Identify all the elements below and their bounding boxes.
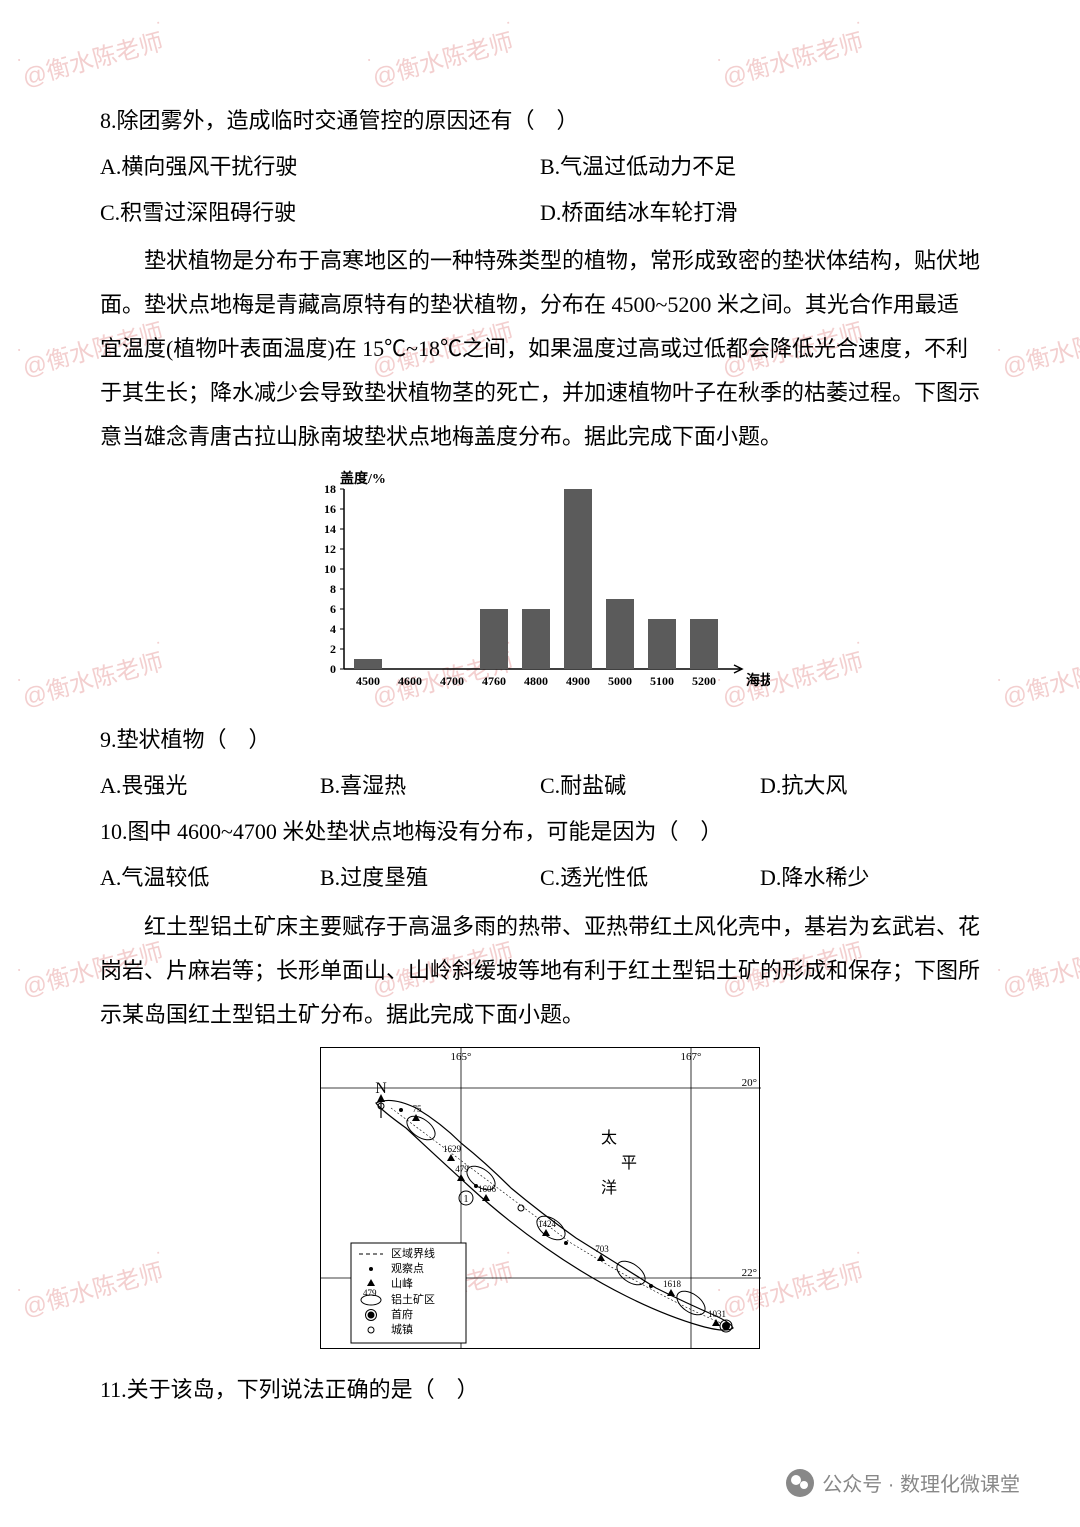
svg-text:海拔/m: 海拔/m (746, 672, 770, 689)
svg-text:山峰: 山峰 (391, 1277, 413, 1290)
q10-options: A.气温较低 B.过度垦殖 C.透光性低 D.降水稀少 (100, 857, 980, 899)
q8-options-row2: C.积雪过深阻碍行驶 D.桥面结冰车轮打滑 (100, 192, 980, 234)
svg-text:1618: 1618 (663, 1279, 682, 1289)
footer: 公众号 · 数理化微课堂 (786, 1468, 1020, 1497)
svg-text:5100: 5100 (650, 674, 674, 688)
svg-text:167°: 167° (681, 1051, 702, 1063)
svg-text:479: 479 (455, 1164, 469, 1174)
q10-option-c: C.透光性低 (540, 857, 760, 899)
island-map: 165°167°20°22°N7516294791606142470316181… (320, 1047, 760, 1349)
svg-text:太: 太 (601, 1129, 617, 1147)
q9-option-a: A.畏强光 (100, 765, 320, 807)
svg-text:5200: 5200 (692, 674, 716, 688)
svg-text:75: 75 (413, 1104, 423, 1114)
q10-stem: 10.图中 4600~4700 米处垫状点地梅没有分布，可能是因为（ ） (100, 811, 980, 853)
svg-text:8: 8 (330, 582, 336, 596)
svg-text:18: 18 (324, 482, 336, 496)
q8-option-d: D.桥面结冰车轮打滑 (540, 192, 980, 234)
svg-text:4760: 4760 (482, 674, 506, 688)
q9-stem: 9.垫状植物（ ） (100, 719, 980, 761)
svg-text:1629: 1629 (443, 1144, 462, 1154)
q10-option-b: B.过度垦殖 (320, 857, 540, 899)
svg-text:洋: 洋 (601, 1179, 617, 1197)
svg-text:20°: 20° (742, 1077, 757, 1089)
svg-text:0: 0 (330, 662, 336, 676)
svg-text:4800: 4800 (524, 674, 548, 688)
svg-text:铝土矿区: 铝土矿区 (391, 1292, 435, 1306)
footer-account: 公众号 · 数理化微课堂 (822, 1468, 1020, 1497)
q11-stem: 11.关于该岛，下列说法正确的是（ ） (100, 1369, 980, 1411)
svg-text:2: 2 (330, 642, 336, 656)
q9-option-b: B.喜湿热 (320, 765, 540, 807)
q9-options: A.畏强光 B.喜湿热 C.耐盐碱 D.抗大风 (100, 765, 980, 807)
svg-text:6: 6 (330, 602, 336, 616)
svg-text:1606: 1606 (478, 1184, 497, 1194)
svg-text:城镇: 城镇 (391, 1322, 413, 1336)
svg-text:5000: 5000 (608, 674, 632, 688)
document-content: 8.除团雾外，造成临时交通管控的原因还有（ ） A.横向强风干扰行驶 B.气温过… (0, 0, 1080, 1454)
svg-text:22°: 22° (742, 1267, 757, 1279)
q10-option-a: A.气温较低 (100, 857, 320, 899)
svg-text:1031: 1031 (708, 1309, 726, 1319)
bar-chart-svg: 盖度/% 0 2 4 6 8 10 12 14 16 18 4500 4600 4700 4760 4800 4… (290, 469, 770, 699)
passage-1: 垫状植物是分布于高寒地区的一种特殊类型的植物，常形成致密的垫状体结构，贴伏地面。… (100, 239, 980, 459)
svg-text:165°: 165° (451, 1051, 472, 1063)
svg-text:4900: 4900 (566, 674, 590, 688)
svg-text:1424: 1424 (538, 1219, 557, 1229)
q8-options-row1: A.横向强风干扰行驶 B.气温过低动力不足 (100, 146, 980, 188)
svg-text:16: 16 (324, 502, 336, 516)
q8-option-a: A.横向强风干扰行驶 (100, 146, 540, 188)
coverage-bar-chart: 盖度/% 0 2 4 6 8 10 12 14 16 18 4500 4600 4700 4760 4800 4… (290, 469, 790, 699)
map-svg: 165°167°20°22°N7516294791606142470316181… (321, 1048, 761, 1348)
q8-option-b: B.气温过低动力不足 (540, 146, 980, 188)
svg-text:区域界线: 区域界线 (391, 1246, 435, 1260)
svg-text:观察点: 观察点 (391, 1261, 424, 1275)
svg-text:479: 479 (363, 1288, 377, 1298)
q8-stem: 8.除团雾外，造成临时交通管控的原因还有（ ） (100, 100, 980, 142)
passage-2: 红土型铝土矿床主要赋存于高温多雨的热带、亚热带红土风化壳中，基岩为玄武岩、花岗岩… (100, 905, 980, 1037)
svg-text:4700: 4700 (440, 674, 464, 688)
svg-text:4: 4 (330, 622, 336, 636)
q9-option-c: C.耐盐碱 (540, 765, 760, 807)
svg-text:10: 10 (324, 562, 336, 576)
svg-text:14: 14 (324, 522, 336, 536)
svg-text:1: 1 (464, 1194, 469, 1205)
svg-text:703: 703 (595, 1244, 609, 1254)
wechat-icon (786, 1469, 814, 1497)
svg-text:平: 平 (621, 1155, 637, 1172)
q8-option-c: C.积雪过深阻碍行驶 (100, 192, 540, 234)
svg-text:4500: 4500 (356, 674, 380, 688)
q10-option-d: D.降水稀少 (760, 857, 980, 899)
q9-option-d: D.抗大风 (760, 765, 980, 807)
svg-text:盖度/%: 盖度/% (340, 470, 386, 487)
svg-text:4600: 4600 (398, 674, 422, 688)
svg-text:12: 12 (324, 542, 336, 556)
svg-text:首府: 首府 (391, 1307, 413, 1321)
